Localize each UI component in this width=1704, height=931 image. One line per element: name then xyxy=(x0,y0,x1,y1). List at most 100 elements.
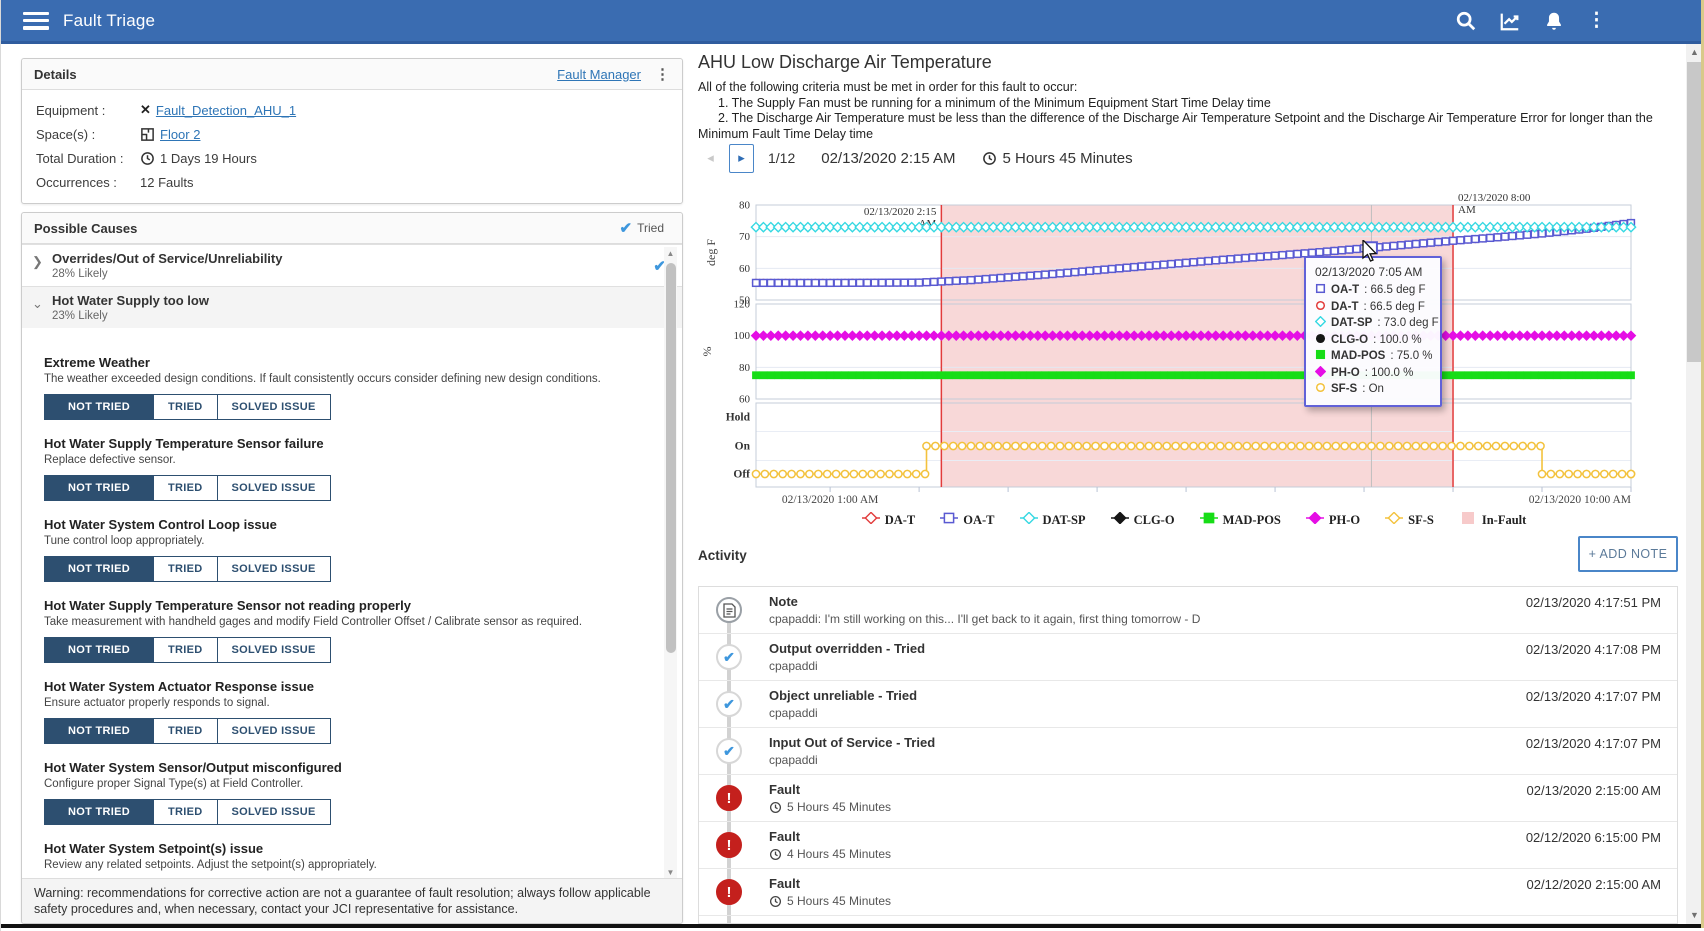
status-segmented-control: NOT TRIED TRIED SOLVED ISSUE xyxy=(44,799,331,825)
fault-alert-icon: ! xyxy=(716,832,742,858)
activity-row: Note cpapaddi: I'm still working on this… xyxy=(699,587,1677,634)
chart-canvas[interactable]: 80706050deg F1201008060%HoldOnOff02/13/2… xyxy=(698,185,1678,510)
previous-fault-button[interactable]: ◂ xyxy=(698,144,723,173)
criteria-item: 1. The Supply Fan must be running for a … xyxy=(698,96,1673,112)
space-link[interactable]: Floor 2 xyxy=(160,127,200,142)
legend-marker-icon xyxy=(939,512,959,528)
solved-issue-button[interactable]: SOLVED ISSUE xyxy=(218,556,331,582)
solved-issue-button[interactable]: SOLVED ISSUE xyxy=(218,637,331,663)
not-tried-button[interactable]: NOT TRIED xyxy=(44,718,154,744)
tooltip-row: MAD-POS: 75.0 % xyxy=(1315,348,1431,365)
next-fault-button[interactable]: ▸ xyxy=(729,144,754,173)
chevron-right-icon: ❯ xyxy=(32,254,43,270)
header-icons: ⋮ xyxy=(1455,0,1606,41)
equipment-link[interactable]: Fault_Detection_AHU_1 xyxy=(156,103,296,118)
floorplan-icon xyxy=(140,127,155,142)
activity-row: ✔ Object unreliable - Tried cpapaddi 02/… xyxy=(699,681,1677,728)
legend-marker-icon xyxy=(1458,512,1478,528)
search-icon[interactable] xyxy=(1455,10,1477,32)
possible-causes-card: Possible Causes ✔ Tried ❯ Overrides/Out … xyxy=(21,212,683,924)
trend-chart-icon[interactable] xyxy=(1499,10,1521,32)
not-tried-button[interactable]: NOT TRIED xyxy=(44,556,154,582)
activity-timestamp: 02/12/2020 6:15:00 PM xyxy=(1526,830,1661,845)
occurrences-value: 12 Faults xyxy=(140,175,193,190)
tooltip-row: DAT-SP: 73.0 deg F xyxy=(1315,315,1431,332)
add-note-button[interactable]: + ADD NOTE xyxy=(1578,536,1678,572)
svg-text:Hold: Hold xyxy=(726,412,751,424)
causes-scrollbar-thumb[interactable] xyxy=(666,263,676,653)
fault-duration-row: 5 Hours 45 Minutes xyxy=(769,800,1661,814)
clock-icon xyxy=(982,151,997,166)
details-card: Details Fault Manager ⋮ Equipment : ✕ Fa… xyxy=(21,58,683,204)
tooltip-rows: OA-T: 66.5 deg F DA-T: 66.5 deg F DAT-SP… xyxy=(1315,282,1431,398)
fault-criteria: All of the following criteria must be me… xyxy=(698,80,1673,142)
legend-item[interactable]: CLG-O xyxy=(1110,512,1175,528)
solved-issue-button[interactable]: SOLVED ISSUE xyxy=(218,718,331,744)
app-scrollbar-thumb[interactable] xyxy=(1687,62,1702,362)
svg-text:02/13/2020 10:00 AM: 02/13/2020 10:00 AM xyxy=(1529,494,1631,506)
legend-item[interactable]: DA-T xyxy=(861,512,916,528)
fault-date: 02/13/2020 2:15 AM xyxy=(821,150,955,167)
activity-items: Note cpapaddi: I'm still working on this… xyxy=(699,587,1677,924)
activity-title: Activity xyxy=(698,548,747,563)
not-tried-button[interactable]: NOT TRIED xyxy=(44,475,154,501)
activity-timestamp: 02/13/2020 4:17:08 PM xyxy=(1526,642,1661,657)
notifications-icon[interactable] xyxy=(1543,10,1565,32)
warning-text: Warning: recommendations for corrective … xyxy=(22,878,682,923)
criteria-intro: All of the following criteria must be me… xyxy=(698,80,1673,96)
tried-button[interactable]: TRIED xyxy=(154,637,218,663)
tried-button[interactable]: TRIED xyxy=(154,556,218,582)
legend-item[interactable]: MAD-POS xyxy=(1199,512,1281,528)
tried-button[interactable]: TRIED xyxy=(154,475,218,501)
check-icon: ✔ xyxy=(620,219,633,237)
detail-row-duration: Total Duration : 1 Days 19 Hours xyxy=(36,148,668,168)
legend-marker-icon xyxy=(1199,512,1219,528)
menu-icon[interactable] xyxy=(23,12,49,30)
tried-button[interactable]: TRIED xyxy=(154,394,218,420)
legend-item[interactable]: DAT-SP xyxy=(1019,512,1086,528)
series-marker-icon xyxy=(1315,333,1326,347)
cause-row-hot-water[interactable]: ⌄ Hot Water Supply too low 23% Likely xyxy=(22,286,682,328)
fault-page-count: 1/12 xyxy=(768,150,795,166)
fault-manager-link[interactable]: Fault Manager xyxy=(557,67,641,82)
clock-icon xyxy=(140,151,155,166)
not-tried-button[interactable]: NOT TRIED xyxy=(44,394,154,420)
chart-tooltip: 02/13/2020 7:05 AM OA-T: 66.5 deg F DA-T… xyxy=(1304,256,1442,407)
legend-item[interactable]: In-Fault xyxy=(1458,512,1526,528)
tried-button[interactable]: TRIED xyxy=(154,718,218,744)
cause-row-overrides[interactable]: ❯ Overrides/Out of Service/Unreliability… xyxy=(22,244,682,286)
header-overflow-icon[interactable]: ⋮ xyxy=(1587,10,1606,32)
causes-scrollbar[interactable]: ▲ ▼ xyxy=(664,247,677,879)
svg-text:%: % xyxy=(700,347,714,357)
chart-legend: DA-T OA-T DAT-SP CLG-O xyxy=(756,512,1631,528)
fault-duration-row: 4 Hours 45 Minutes xyxy=(769,847,1661,861)
solved-issue-button[interactable]: SOLVED ISSUE xyxy=(218,394,331,420)
app-header: Fault Triage ⋮ xyxy=(1,0,1701,44)
fault-trend-chart[interactable]: 80706050deg F1201008060%HoldOnOff02/13/2… xyxy=(698,185,1678,510)
scroll-up-icon[interactable]: ▲ xyxy=(664,247,677,260)
svg-text:70: 70 xyxy=(739,231,751,243)
svg-text:02/13/2020 2:15: 02/13/2020 2:15 xyxy=(864,206,937,218)
svg-text:120: 120 xyxy=(734,299,751,311)
legend-item[interactable]: SF-S xyxy=(1384,512,1434,528)
tooltip-row: PH-O: 100.0 % xyxy=(1315,365,1431,382)
legend-item[interactable]: OA-T xyxy=(939,512,994,528)
status-segmented-control: NOT TRIED TRIED SOLVED ISSUE xyxy=(44,556,331,582)
criteria-item: 2. The Discharge Air Temperature must be… xyxy=(698,111,1673,142)
not-tried-button[interactable]: NOT TRIED xyxy=(44,637,154,663)
fault-title: AHU Low Discharge Air Temperature xyxy=(698,52,992,73)
solved-issue-button[interactable]: SOLVED ISSUE xyxy=(218,475,331,501)
fault-alert-icon: ! xyxy=(716,785,742,811)
detail-row-spaces: Space(s) : Floor 2 xyxy=(36,124,668,144)
legend-item[interactable]: PH-O xyxy=(1305,512,1360,528)
not-tried-button[interactable]: NOT TRIED xyxy=(44,799,154,825)
details-overflow-icon[interactable]: ⋮ xyxy=(655,65,670,83)
tried-button[interactable]: TRIED xyxy=(154,799,218,825)
detail-row-occurrences: Occurrences : 12 Faults xyxy=(36,172,668,192)
svg-text:100: 100 xyxy=(734,330,751,342)
solved-issue-button[interactable]: SOLVED ISSUE xyxy=(218,799,331,825)
series-marker-icon xyxy=(1315,300,1326,314)
details-title: Details xyxy=(34,67,77,82)
activity-list: Note cpapaddi: I'm still working on this… xyxy=(698,586,1678,924)
activity-timestamp: 02/12/2020 2:15:00 AM xyxy=(1527,877,1661,892)
